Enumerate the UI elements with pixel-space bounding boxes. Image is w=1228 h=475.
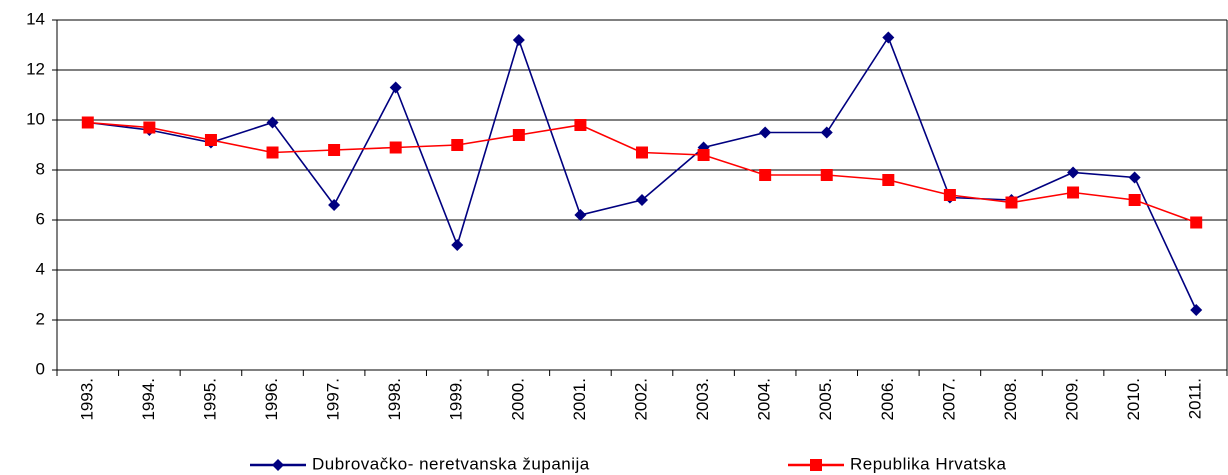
point [1128, 171, 1141, 184]
legend-symbol [272, 459, 284, 471]
point [636, 194, 648, 206]
x-tick-label: 1994. [139, 378, 158, 421]
point [943, 189, 956, 201]
point [759, 126, 772, 139]
x-tick-label: 1998. [385, 378, 404, 421]
point [759, 169, 772, 181]
point [1067, 186, 1080, 199]
y-tick-label: 2 [36, 309, 45, 328]
point [143, 121, 156, 134]
point [1067, 166, 1080, 179]
point [204, 134, 217, 146]
point [636, 146, 648, 159]
point [328, 199, 341, 211]
y-tick-label: 4 [36, 259, 45, 278]
x-tick-label: 1999. [447, 378, 466, 421]
x-tick-label: 2003. [693, 378, 712, 421]
x-tick-label: 1993. [77, 378, 96, 421]
point [389, 141, 402, 154]
y-tick-label: 0 [36, 359, 45, 378]
point [451, 139, 464, 151]
point [512, 34, 525, 46]
point [574, 119, 587, 131]
point [1190, 304, 1203, 316]
point [1190, 216, 1203, 229]
x-tick-label: 1996. [262, 378, 281, 421]
point [266, 146, 279, 159]
x-tick-label: 2002. [631, 378, 650, 421]
point [882, 174, 895, 186]
point [81, 116, 94, 129]
x-tick-label: 1995. [200, 378, 219, 421]
point [512, 129, 525, 141]
point [1005, 196, 1018, 209]
x-tick-label: 1997. [324, 378, 343, 421]
x-tick-label: 2004. [755, 378, 774, 421]
x-tick-label: 2006. [878, 378, 897, 421]
y-tick-label: 8 [36, 159, 45, 178]
y-tick-label: 12 [26, 59, 45, 78]
series-line [87, 121, 1197, 224]
x-tick-label: 2000. [508, 378, 527, 421]
point [820, 126, 833, 139]
x-tick-label: 2009. [1063, 378, 1082, 421]
legend-label: Dubrovačko- neretvanska županija [312, 454, 590, 473]
y-tick-label: 6 [36, 209, 45, 228]
point [882, 31, 895, 44]
x-tick-label: 2007. [939, 378, 958, 421]
x-tick-label: 2005. [816, 378, 835, 421]
point [820, 169, 833, 181]
point [1128, 194, 1141, 206]
series-line [87, 35, 1197, 311]
legend-label: Republika Hrvatska [850, 454, 1006, 473]
point [328, 144, 341, 156]
x-tick-label: 2001. [570, 378, 589, 421]
x-tick-label: 2010. [1124, 378, 1143, 421]
y-tick-label: 10 [26, 109, 45, 128]
y-tick-label: 14 [26, 9, 45, 28]
legend-marker [810, 459, 822, 471]
legend-symbol [810, 459, 822, 471]
point [574, 209, 587, 221]
x-tick-label: 2008. [1001, 378, 1020, 421]
point [697, 149, 710, 161]
legend-marker [272, 459, 284, 471]
point [389, 81, 402, 94]
point [266, 116, 279, 129]
point [451, 239, 464, 251]
x-tick-label: 2011. [1186, 378, 1205, 419]
